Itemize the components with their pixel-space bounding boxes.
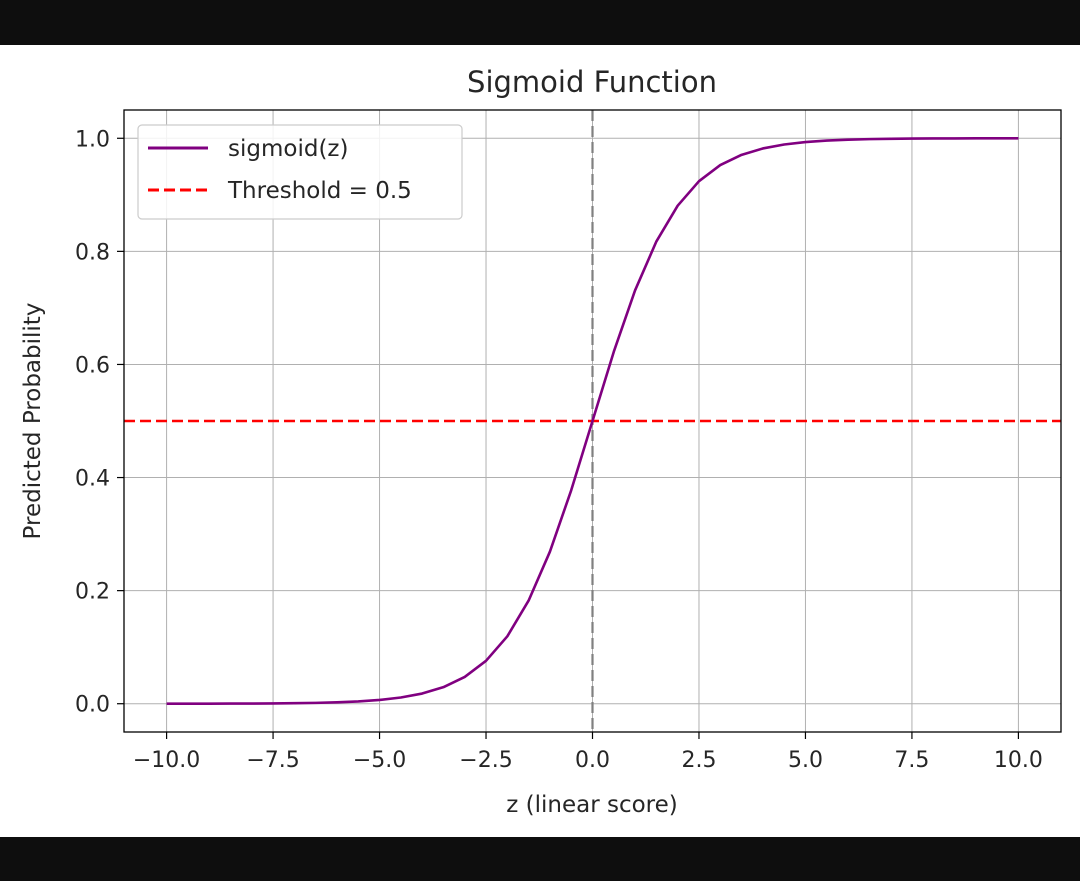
x-tick-label: −5.0: [353, 748, 406, 773]
x-tick-label: 5.0: [788, 748, 823, 773]
sigmoid-curve: [166, 136, 1019, 706]
x-tick-label: 10.0: [994, 748, 1043, 773]
x-tick-label: 7.5: [894, 748, 929, 773]
chart-figure: −10.0 −7.5 −5.0 −2.5 0.0 2.5 5.0 7.5 10.0 0.0 0.2…: [0, 45, 1080, 837]
x-axis-label: z (linear score): [506, 792, 678, 818]
sigmoid-chart: −10.0 −7.5 −5.0 −2.5 0.0 2.5 5.0 7.5 10.0 0.0 0.2…: [0, 45, 1080, 837]
y-tick-label: 0.8: [75, 240, 110, 265]
x-tick-label: 0.0: [575, 748, 610, 773]
y-tick-label: 0.2: [75, 580, 110, 605]
legend: sigmoid(z) Threshold = 0.5: [137, 124, 463, 220]
legend-label-sigmoid: sigmoid(z): [228, 136, 348, 162]
y-axis-label: Predicted Probability: [20, 303, 46, 540]
legend-label-threshold: Threshold = 0.5: [227, 178, 412, 204]
y-tick-label: 0.0: [75, 693, 110, 718]
chart-title: Sigmoid Function: [467, 65, 717, 99]
x-tick-label: 2.5: [681, 748, 716, 773]
y-tick-label: 0.4: [75, 467, 110, 492]
y-axis-ticks: 0.0 0.2 0.4 0.6 0.8 1.0: [75, 127, 124, 718]
legend-box: [137, 124, 463, 220]
x-tick-label: −7.5: [246, 748, 299, 773]
x-tick-label: −2.5: [459, 748, 512, 773]
y-tick-label: 1.0: [75, 127, 110, 152]
plot-area: [124, 110, 1061, 732]
x-axis-ticks: −10.0 −7.5 −5.0 −2.5 0.0 2.5 5.0 7.5 10.0: [133, 732, 1043, 773]
x-tick-label: −10.0: [133, 748, 200, 773]
y-tick-label: 0.6: [75, 353, 110, 378]
